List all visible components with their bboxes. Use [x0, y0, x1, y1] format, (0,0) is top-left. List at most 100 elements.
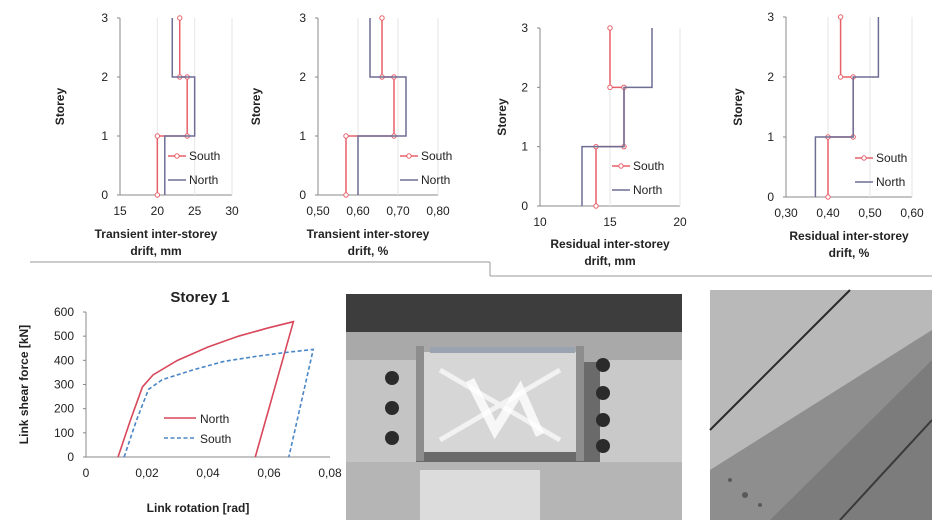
- drift-chart-2: 0,50 0,60 0,70 0,80 0 1 2 3 Storey Transient inte…: [249, 11, 452, 258]
- data-point: [178, 16, 182, 20]
- y-tick-label: 300: [54, 378, 74, 392]
- x-axis-label: Residual inter-storey: [789, 229, 909, 243]
- legend-entry-south: South: [612, 159, 664, 173]
- data-point: [344, 134, 348, 138]
- y-axis-label: Link shear force [kN]: [17, 325, 31, 444]
- x-tick-label: 0,30: [774, 206, 798, 220]
- y-tick-label: 0: [67, 450, 74, 464]
- y-axis-label: Storey: [249, 88, 263, 126]
- y-axis-label: Storey: [53, 88, 67, 126]
- y-tick-label: 400: [54, 353, 74, 367]
- legend-entry-north: North: [400, 173, 450, 187]
- series-line-north: [815, 17, 878, 197]
- x-tick-label: 0,60: [346, 204, 370, 218]
- legend-label: South: [189, 149, 220, 163]
- x-tick-label: 20: [151, 204, 165, 218]
- x-axis-label: drift, %: [829, 246, 870, 260]
- x-tick-label: 0,50: [306, 204, 330, 218]
- legend-label: North: [421, 173, 450, 187]
- x-tick-label: 0,08: [318, 466, 342, 480]
- x-tick-label: 15: [603, 215, 617, 229]
- legend-entry-south: South: [855, 151, 907, 165]
- x-axis-label: Transient inter-storey: [95, 227, 218, 241]
- y-tick-label: 0: [101, 188, 108, 202]
- legend-entry-south: South: [400, 149, 452, 163]
- x-axis-label: drift, mm: [584, 254, 635, 268]
- series-line-north: [582, 28, 652, 206]
- y-tick-label: 3: [521, 21, 528, 35]
- data-point: [155, 193, 159, 197]
- y-tick-label: 0: [767, 190, 774, 204]
- y-tick-label: 500: [54, 329, 74, 343]
- x-axis-label: drift, mm: [130, 244, 181, 258]
- y-axis-label: Storey: [731, 88, 745, 126]
- x-tick-label: 30: [225, 204, 239, 218]
- y-tick-label: 2: [101, 70, 108, 84]
- y-tick-label: 3: [299, 11, 306, 25]
- legend-label: South: [876, 151, 907, 165]
- legend-label: North: [876, 175, 905, 189]
- x-tick-label: 0,04: [196, 466, 220, 480]
- x-tick-label: 0,70: [386, 204, 410, 218]
- data-point: [594, 204, 598, 208]
- x-tick-label: 0: [83, 466, 90, 480]
- data-point: [826, 195, 830, 199]
- legend-label: North: [633, 183, 662, 197]
- surface-closeup-photo: [710, 290, 932, 520]
- x-tick-label: 0,06: [257, 466, 281, 480]
- legend-label: South: [421, 149, 452, 163]
- legend-entry-north: North: [855, 175, 905, 189]
- data-point: [155, 134, 159, 138]
- legend-marker: [619, 164, 623, 168]
- legend-entry-north: North: [612, 183, 662, 197]
- y-tick-label: 3: [767, 10, 774, 24]
- y-axis-label: Storey: [495, 98, 509, 136]
- x-axis-label: drift, %: [348, 244, 389, 258]
- legend-marker: [175, 154, 179, 158]
- legend-marker: [862, 156, 866, 160]
- data-point: [608, 85, 612, 89]
- y-tick-label: 0: [299, 188, 306, 202]
- legend-entry-north: North: [164, 412, 229, 426]
- drift-chart-3: 10 15 20 0 1 2 3 Storey Residual inter-storey dri…: [495, 21, 687, 268]
- x-tick-label: 25: [188, 204, 202, 218]
- data-point: [838, 75, 842, 79]
- data-point: [344, 193, 348, 197]
- hysteresis-chart: 0 0,02 0,04 0,06 0,08 0 100 200 300 400 500 600 Stor…: [17, 289, 342, 515]
- data-point: [838, 15, 842, 19]
- legend-entry-south: South: [164, 432, 231, 446]
- drift-chart-1: 15 20 25 30 0 1 2 3 Storey Transient inter-storey…: [53, 11, 239, 258]
- y-tick-label: 1: [767, 130, 774, 144]
- series-line-south: [828, 17, 853, 197]
- y-tick-label: 2: [299, 70, 306, 84]
- legend-label: South: [200, 432, 231, 446]
- x-tick-label: 0,80: [426, 204, 450, 218]
- drift-chart-4: 0,30 0,40 0,50 0,60 0 1 2 3 Storey Residual inter…: [731, 10, 924, 260]
- x-axis-label: Link rotation [rad]: [147, 501, 250, 515]
- y-tick-label: 600: [54, 305, 74, 319]
- link-specimen-photo: [346, 294, 682, 520]
- legend-entry-south: South: [168, 149, 220, 163]
- x-tick-label: 15: [113, 204, 127, 218]
- y-tick-label: 2: [767, 70, 774, 84]
- y-tick-label: 3: [101, 11, 108, 25]
- x-tick-label: 20: [673, 215, 687, 229]
- y-tick-label: 0: [521, 199, 528, 213]
- legend-label: North: [189, 173, 218, 187]
- y-tick-label: 1: [101, 129, 108, 143]
- data-point: [608, 26, 612, 30]
- x-tick-label: 0,02: [135, 466, 159, 480]
- y-tick-label: 1: [521, 140, 528, 154]
- legend-marker: [407, 154, 411, 158]
- chart-title: Storey 1: [170, 289, 229, 306]
- y-tick-label: 2: [521, 80, 528, 94]
- y-tick-label: 200: [54, 402, 74, 416]
- y-tick-label: 1: [299, 129, 306, 143]
- y-tick-label: 100: [54, 426, 74, 440]
- x-tick-label: 0,50: [858, 206, 882, 220]
- x-axis-label: Residual inter-storey: [550, 237, 670, 251]
- legend-entry-north: North: [168, 173, 218, 187]
- x-tick-label: 0,60: [900, 206, 924, 220]
- legend-label: South: [633, 159, 664, 173]
